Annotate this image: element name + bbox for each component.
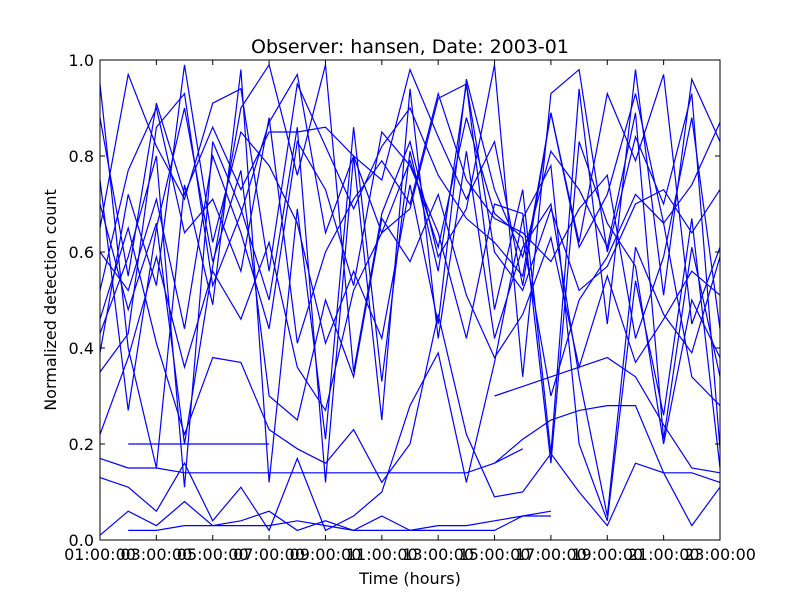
series-line-7: [99, 225, 721, 527]
series-line-14: [99, 163, 721, 532]
x-axis-label: Time (hours): [358, 569, 461, 588]
series-line-11: [99, 69, 721, 483]
series-line-18: [99, 63, 721, 449]
x-tick-label: 09:00:00: [290, 545, 362, 564]
x-tick-label: 11:00:00: [346, 545, 418, 564]
series-line-13: [99, 130, 721, 464]
series-line-5: [494, 405, 721, 483]
plot-frame: [99, 59, 721, 541]
series-line-3: [128, 510, 552, 532]
series-line-19: [99, 88, 721, 517]
y-axis-label: Normalized detection count: [41, 189, 60, 411]
x-tick-label: 15:00:00: [459, 545, 531, 564]
series-line-4: [99, 500, 551, 536]
ticks-layer: 01:00:0003:00:0005:00:0007:00:0009:00:00…: [64, 51, 756, 564]
series-layer: [99, 63, 721, 536]
x-tick-label: 17:00:00: [515, 545, 587, 564]
x-tick-label: 05:00:00: [177, 545, 249, 564]
x-tick-label: 13:00:00: [402, 545, 474, 564]
series-line-15: [99, 83, 721, 292]
series-line-6: [494, 356, 721, 474]
y-tick-label: 0.2: [69, 435, 94, 454]
x-tick-label: 21:00:00: [628, 545, 700, 564]
series-line-2: [99, 448, 523, 474]
series-line-12: [99, 117, 721, 435]
series-line-16: [99, 72, 721, 325]
x-tick-label: 01:00:00: [64, 545, 136, 564]
x-tick-label: 03:00:00: [120, 545, 192, 564]
y-tick-label: 1.0: [69, 51, 94, 70]
y-tick-label: 0.0: [69, 531, 94, 550]
x-tick-label: 23:00:00: [684, 545, 756, 564]
chart-title: Observer: hansen, Date: 2003-01: [251, 36, 569, 58]
series-line-10: [99, 67, 721, 373]
y-tick-label: 0.4: [69, 339, 94, 358]
series-line-17: [99, 64, 721, 440]
x-tick-label: 07:00:00: [233, 545, 305, 564]
x-tick-label: 19:00:00: [571, 545, 643, 564]
y-tick-label: 0.8: [69, 147, 94, 166]
y-tick-label: 0.6: [69, 243, 94, 262]
